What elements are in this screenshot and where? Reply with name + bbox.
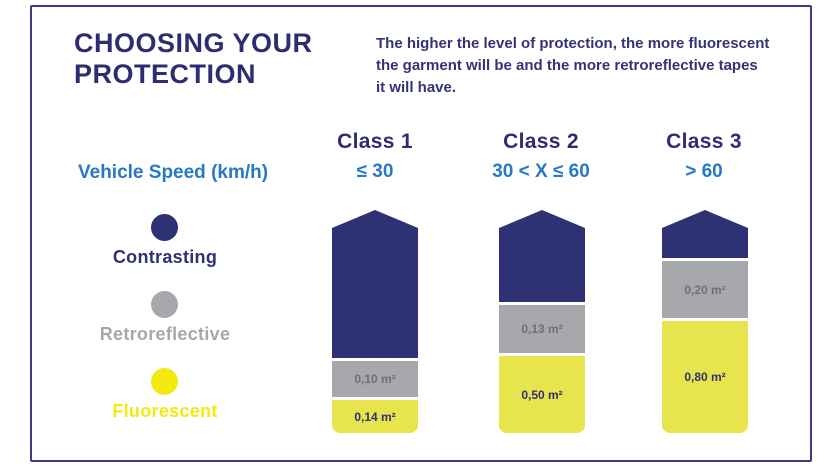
class-1-retroreflective-value: 0,10 m² (354, 372, 396, 386)
vehicle-speed-label: Vehicle Speed (km/h) (78, 162, 269, 183)
class-3-retroreflective-segment: 0,20 m² (662, 261, 748, 318)
class-1-speed-range: ≤ 30 (356, 161, 394, 182)
page-title-line-1: CHOOSING YOUR (74, 28, 313, 58)
class-1-contrasting-segment (332, 210, 418, 358)
class-1-fluorescent-segment: 0,14 m² (332, 400, 418, 433)
class-1-header: Class 1 (337, 130, 413, 153)
legend-label-retroreflective: Retroreflective (99, 324, 231, 344)
class-1-retroreflective-segment: 0,10 m² (332, 361, 418, 397)
class-3-fluorescent-value: 0,80 m² (684, 370, 726, 384)
class-3-garment: 0,20 m² 0,80 m² (662, 210, 748, 433)
class-1-garment: 0,10 m² 0,14 m² (332, 210, 418, 433)
class-2-fluorescent-value: 0,50 m² (521, 387, 563, 402)
contrasting-dot-icon (151, 214, 178, 241)
border-frame (30, 5, 812, 462)
intro-text: The higher the level of protection, the … (376, 33, 836, 99)
intro-text-line-1: The higher the level of protection, the … (376, 35, 770, 52)
class-2-contrasting-segment (499, 210, 585, 302)
page-title-line-2: PROTECTION (74, 59, 257, 89)
class-3-speed-range: > 60 (685, 161, 723, 182)
page-title: CHOOSING YOUR PROTECTION (74, 28, 313, 90)
legend-label-contrasting: Contrasting (112, 247, 218, 267)
class-2-header: Class 2 (503, 130, 579, 153)
retroreflective-dot-icon (151, 291, 178, 318)
class-2-retroreflective-segment: 0,13 m² (499, 305, 585, 353)
intro-text-line-2: the garment will be and the more retrore… (376, 57, 758, 74)
class-1-fluorescent-value: 0,14 m² (354, 409, 396, 424)
class-3-fluorescent-segment: 0,80 m² (662, 321, 748, 433)
class-2-speed-range: 30 < X ≤ 60 (492, 161, 590, 182)
class-3-header: Class 3 (666, 130, 742, 153)
legend-label-fluorescent: Fluorescent (112, 401, 218, 421)
intro-text-line-3: it will have. (376, 79, 457, 96)
fluorescent-dot-icon (151, 368, 178, 395)
class-3-retroreflective-value: 0,20 m² (684, 282, 726, 297)
class-3-contrasting-segment (662, 210, 748, 258)
class-2-retroreflective-value: 0,13 m² (521, 322, 563, 336)
class-2-fluorescent-segment: 0,50 m² (499, 356, 585, 433)
class-2-garment: 0,13 m² 0,50 m² (499, 210, 585, 433)
